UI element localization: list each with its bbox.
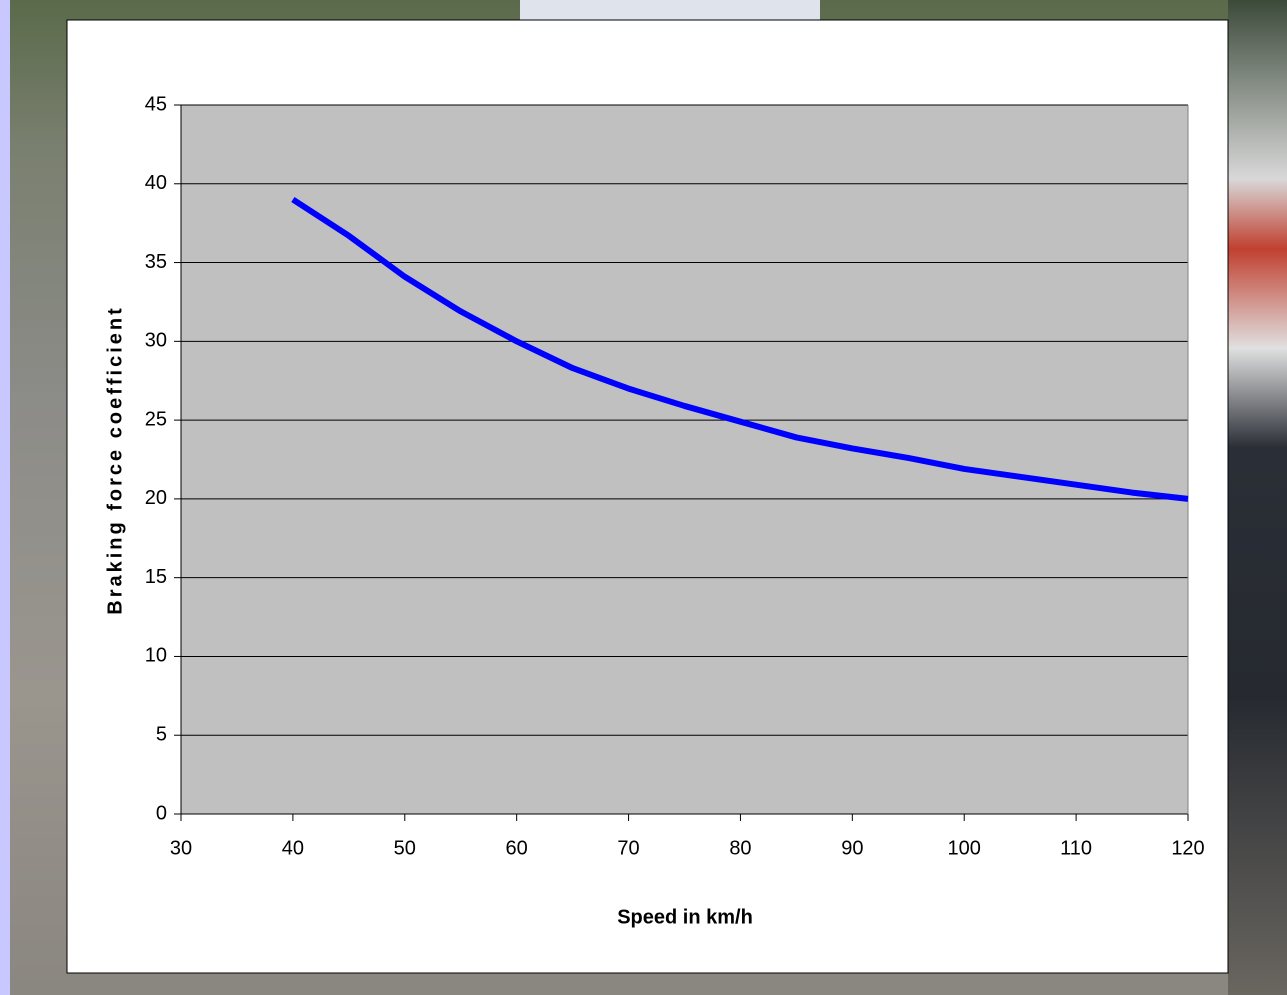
y-tick-label: 10 xyxy=(145,645,167,667)
x-tick-label: 80 xyxy=(729,837,751,859)
x-tick-label: 40 xyxy=(282,837,304,859)
y-axis-label: Braking force coefficient xyxy=(104,305,126,615)
x-tick-label: 70 xyxy=(617,837,639,859)
x-tick-label: 30 xyxy=(170,837,192,859)
y-tick-label: 5 xyxy=(156,724,167,746)
x-tick-label: 110 xyxy=(1060,837,1092,859)
x-tick-label: 120 xyxy=(1171,837,1204,859)
y-tick-label: 35 xyxy=(145,251,167,273)
plot-area xyxy=(181,105,1188,814)
y-tick-label: 30 xyxy=(145,330,167,352)
x-axis-label: Speed in km/h xyxy=(617,906,753,928)
x-tick-label: 60 xyxy=(506,837,528,859)
y-tick-label: 0 xyxy=(156,802,167,824)
y-tick-label: 40 xyxy=(145,172,167,194)
x-tick-label: 100 xyxy=(948,837,981,859)
x-tick-label: 50 xyxy=(394,837,416,859)
y-tick-label: 25 xyxy=(145,408,167,430)
y-tick-label: 20 xyxy=(145,487,167,509)
y-tick-label: 45 xyxy=(145,93,167,115)
y-tick-label: 15 xyxy=(145,566,167,588)
x-tick-label: 90 xyxy=(841,837,863,859)
chart: Speed in km/h Braking force coefficient … xyxy=(0,0,1287,995)
